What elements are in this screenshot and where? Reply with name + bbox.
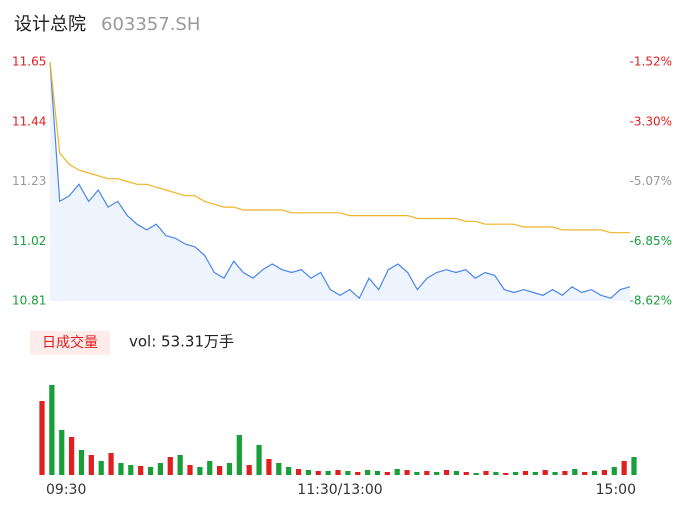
x-tick-label: 09:30 <box>46 482 86 498</box>
volume-bar <box>295 469 302 475</box>
y2-tick-label: -5.07% <box>630 174 672 188</box>
y2-tick-label: -8.62% <box>630 294 672 308</box>
volume-bar <box>453 471 460 475</box>
volume-bar <box>128 465 134 475</box>
volume-bar <box>315 471 321 475</box>
y2-tick-label: -1.52% <box>630 55 672 69</box>
volume-bar <box>404 470 410 475</box>
y-tick-label: 11.65 <box>12 55 46 69</box>
volume-bar <box>512 472 519 475</box>
volume-text: vol: 53.31万手 <box>129 333 234 351</box>
volume-bar <box>335 470 341 475</box>
volume-bar <box>443 470 450 475</box>
volume-bar <box>424 471 430 475</box>
price-line <box>49 61 630 234</box>
volume-bar <box>631 457 637 475</box>
volume-bar <box>463 472 469 475</box>
y2-tick-label: -3.30% <box>630 114 672 128</box>
volume-bar <box>532 472 538 475</box>
price-area <box>50 62 630 301</box>
y-tick-label: 10.81 <box>12 294 46 308</box>
volume-bar <box>177 455 183 475</box>
volume-bar <box>246 465 252 475</box>
volume-bar <box>483 471 489 475</box>
volume-bar <box>236 435 242 475</box>
volume-bar <box>325 471 331 475</box>
x-tick-label: 11:30/13:00 <box>297 482 382 498</box>
volume-bar <box>157 463 164 475</box>
volume-bar <box>522 471 529 475</box>
volume-bar <box>305 470 312 475</box>
price-line <box>49 61 631 300</box>
volume-bar <box>226 463 233 475</box>
volume-bar <box>68 437 75 475</box>
volume-bar <box>78 450 85 475</box>
volume-bar <box>108 453 114 475</box>
volume-bar <box>39 401 45 475</box>
volume-bar <box>276 463 282 475</box>
volume-bar <box>187 465 193 475</box>
volume-bar <box>216 466 223 475</box>
volume-bar <box>394 469 400 475</box>
volume-bar <box>493 472 499 475</box>
volume-bar <box>572 469 578 475</box>
volume-bar <box>621 461 627 475</box>
volume-bar <box>88 455 94 475</box>
volume-label: 日成交量 <box>42 334 98 351</box>
volume-bar <box>138 466 144 475</box>
volume-bar <box>256 445 262 475</box>
volume-bar <box>374 471 381 475</box>
volume-bar <box>286 467 292 475</box>
volume-bar <box>552 472 558 475</box>
volume-bar <box>434 472 440 475</box>
volume-bar <box>118 463 124 475</box>
y-tick-label: 11.44 <box>12 114 46 128</box>
volume-bar <box>266 459 272 475</box>
volume-bar <box>98 461 104 475</box>
volume-bar <box>542 470 548 475</box>
volume-bar <box>167 457 173 475</box>
volume-bar <box>562 471 568 475</box>
volume-bar <box>345 471 351 475</box>
volume-badge <box>30 331 110 355</box>
volume-bar <box>207 461 213 475</box>
y2-tick-label: -6.85% <box>630 234 672 248</box>
x-tick-label: 15:00 <box>596 482 636 498</box>
volume-bar <box>364 470 371 475</box>
volume-bar <box>611 467 617 475</box>
stock-code: 603357.SH <box>101 14 200 35</box>
y-tick-label: 11.02 <box>12 234 46 248</box>
volume-bar <box>473 473 479 475</box>
volume-bar <box>197 467 203 475</box>
volume-bar <box>49 385 55 475</box>
volume-bar <box>414 472 420 475</box>
volume-bar <box>59 430 65 475</box>
chart-title: 设计总院 <box>14 14 86 35</box>
volume-bar <box>384 472 390 475</box>
volume-bar <box>147 467 154 475</box>
volume-bar <box>601 470 608 475</box>
volume-bar <box>582 472 588 475</box>
volume-bar <box>591 471 598 475</box>
volume-bar <box>503 473 509 475</box>
volume-bar <box>355 472 361 475</box>
y-tick-label: 11.23 <box>12 174 46 188</box>
